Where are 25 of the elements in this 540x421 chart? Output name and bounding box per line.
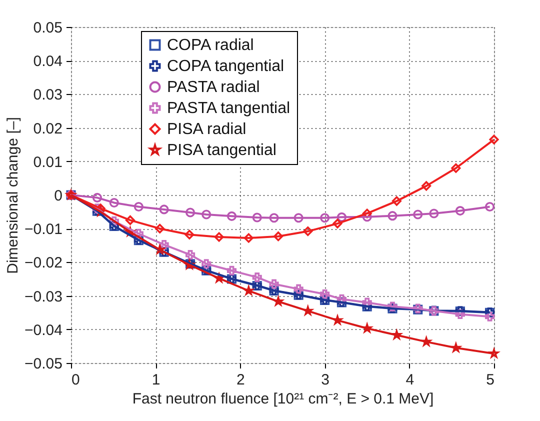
x-tick-label: 3 xyxy=(321,372,330,388)
y-tick-label: 0.05 xyxy=(33,20,62,36)
y-tick-label: −0.02 xyxy=(24,254,62,272)
x-tick-label: 2 xyxy=(236,372,245,388)
y-axis-title: Dimensional change [–] xyxy=(4,117,22,274)
y-tick-label: −0.01 xyxy=(24,221,62,238)
x-tick-label: 1 xyxy=(152,372,160,388)
legend-label: PISA tangential xyxy=(167,142,276,159)
x-tick-label: 5 xyxy=(486,372,494,388)
legend-label: PISA radial xyxy=(167,121,246,138)
y-tick-label: 0.04 xyxy=(33,53,62,70)
legend-label: PASTA tangential xyxy=(167,100,290,117)
y-tick-label: 0.01 xyxy=(33,154,62,171)
y-tick-label: 0 xyxy=(54,188,62,204)
legend-label: COPA radial xyxy=(167,37,254,54)
x-tick-label: 4 xyxy=(406,372,414,388)
legend-label: PASTA radial xyxy=(167,79,260,96)
x-tick-label: 0 xyxy=(72,372,80,388)
legend-label: COPA tangential xyxy=(167,58,284,75)
y-tick-label: 0.02 xyxy=(33,120,62,138)
y-tick-label: −0.04 xyxy=(24,322,62,339)
y-tick-label: −0.03 xyxy=(24,288,62,306)
y-tick-label: 0.03 xyxy=(33,86,62,104)
y-tick-label: −0.05 xyxy=(24,356,62,372)
x-axis-title: Fast neutron fluence [10²¹ cm⁻², E > 0.1 MeV] xyxy=(132,390,434,408)
